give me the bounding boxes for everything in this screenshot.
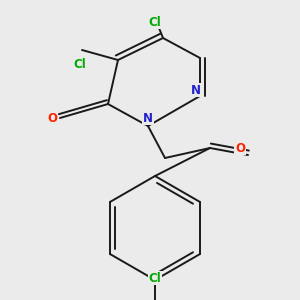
- Text: Cl: Cl: [148, 16, 161, 28]
- Text: N: N: [191, 83, 201, 97]
- Text: Cl: Cl: [148, 272, 161, 284]
- Text: O: O: [47, 112, 57, 124]
- Text: O: O: [235, 142, 245, 154]
- Text: Cl: Cl: [74, 58, 86, 71]
- Text: N: N: [143, 112, 153, 124]
